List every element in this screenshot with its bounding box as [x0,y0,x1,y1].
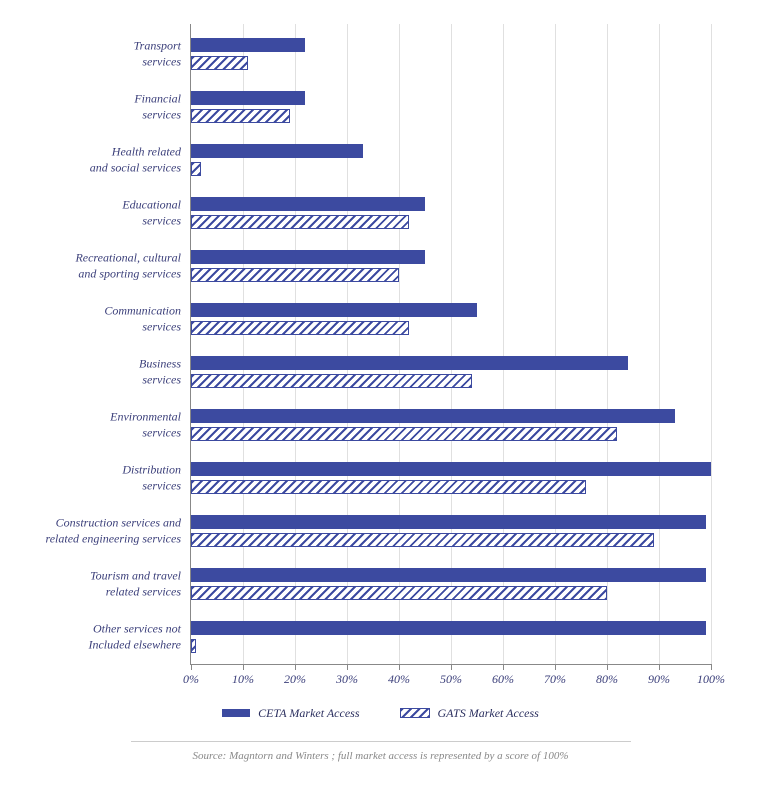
legend-item-gats: GATS Market Access [400,706,539,721]
category-row: Health relatedand social services [191,140,711,180]
category-label: Distributionservices [21,462,191,493]
x-axis-label: 100% [697,672,725,687]
gats-bar [191,533,654,547]
ceta-bar [191,144,363,158]
gats-bar [191,321,409,335]
x-tick [295,664,296,670]
gats-bar [191,427,617,441]
chart-source: Source: Magntorn and Winters ; full mark… [131,741,631,762]
category-label: Health relatedand social services [21,144,191,175]
gats-bar [191,56,248,70]
category-row: Educationalservices [191,193,711,233]
x-axis-label: 20% [284,672,306,687]
gats-swatch-icon [400,708,430,718]
plot-area: 0%10%20%30%40%50%60%70%80%90%100%Transpo… [190,24,711,665]
category-label: Educationalservices [21,197,191,228]
x-axis-label: 0% [183,672,199,687]
x-axis-label: 80% [596,672,618,687]
ceta-bar [191,462,711,476]
category-label: Financialservices [21,91,191,122]
x-tick [399,664,400,670]
legend-label: GATS Market Access [438,706,539,721]
category-label: Communicationservices [21,303,191,334]
x-axis-label: 60% [492,672,514,687]
legend-item-ceta: CETA Market Access [222,706,359,721]
x-tick [451,664,452,670]
category-label: Tourism and travelrelated services [21,568,191,599]
ceta-bar [191,38,305,52]
ceta-bar [191,568,706,582]
category-label: Environmentalservices [21,409,191,440]
x-tick [347,664,348,670]
x-tick [659,664,660,670]
ceta-bar [191,197,425,211]
ceta-bar [191,621,706,635]
market-access-chart: 0% 10% 20% 30% 40% 50% 60% 70% 80% 90% 100% Transpo… [0,0,761,799]
ceta-bar [191,515,706,529]
gats-bar [191,268,399,282]
x-axis-label: 90% [648,672,670,687]
category-row: Businessservices [191,352,711,392]
category-row: Tourism and travelrelated services [191,564,711,604]
x-tick [607,664,608,670]
x-tick [243,664,244,670]
gats-bar [191,374,472,388]
category-row: Construction services andrelated enginee… [191,511,711,551]
ceta-bar [191,409,675,423]
gridline [711,24,712,664]
legend-label: CETA Market Access [258,706,359,721]
ceta-bar [191,356,628,370]
category-row: Distributionservices [191,458,711,498]
category-row: Other services notIncluded elsewhere [191,617,711,657]
ceta-bar [191,303,477,317]
x-axis-label: 10% [232,672,254,687]
category-row: Recreational, culturaland sporting servi… [191,246,711,286]
gats-bar [191,480,586,494]
category-label: Businessservices [21,356,191,387]
ceta-bar [191,250,425,264]
category-row: Transportservices [191,34,711,74]
x-axis-label: 50% [440,672,462,687]
x-tick [711,664,712,670]
gats-bar [191,109,290,123]
gats-bar [191,586,607,600]
x-tick [191,664,192,670]
x-axis-label: 30% [336,672,358,687]
x-axis-label: 70% [544,672,566,687]
category-label: Recreational, culturaland sporting servi… [21,250,191,281]
category-row: Communicationservices [191,299,711,339]
gats-bar [191,162,201,176]
category-label: Transportservices [21,38,191,69]
ceta-bar [191,91,305,105]
x-tick [555,664,556,670]
category-row: Environmentalservices [191,405,711,445]
x-axis-label: 40% [388,672,410,687]
gats-bar [191,639,196,653]
category-label: Construction services andrelated enginee… [21,515,191,546]
category-row: Financialservices [191,87,711,127]
x-tick [503,664,504,670]
gats-bar [191,215,409,229]
ceta-swatch-icon [222,709,250,717]
legend: CETA Market Access GATS Market Access [20,705,741,721]
category-label: Other services notIncluded elsewhere [21,621,191,652]
